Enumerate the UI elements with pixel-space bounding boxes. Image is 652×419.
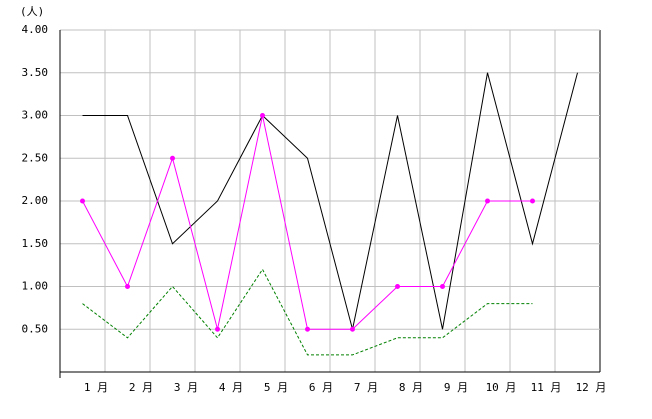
- y-tick-label: 1.00: [22, 280, 49, 293]
- point: [440, 284, 445, 289]
- point: [215, 326, 220, 332]
- x-tick-label: 6 月: [309, 381, 333, 394]
- unit-label: (人): [20, 5, 44, 18]
- y-tick-label: 2.50: [22, 151, 49, 164]
- x-tick-label: 4 月: [219, 381, 243, 394]
- y-tick-label: 0.50: [22, 322, 49, 335]
- point: [305, 326, 310, 332]
- series-line: [82, 72, 578, 330]
- y-tick-label: 2.00: [22, 194, 49, 207]
- point: [485, 198, 490, 204]
- point: [170, 155, 175, 161]
- point: [350, 326, 355, 332]
- series-line: [82, 268, 533, 356]
- point: [530, 198, 535, 204]
- y-tick-label: 1.50: [22, 237, 49, 250]
- y-tick-label: 4.00: [22, 23, 49, 36]
- point: [125, 284, 130, 289]
- y-tick-label: 3.50: [22, 66, 49, 79]
- x-tick-label: 9 月: [444, 381, 468, 394]
- x-tick-label: 2 月: [129, 381, 153, 394]
- x-tick-label: 5 月: [264, 381, 288, 394]
- point: [260, 113, 265, 118]
- point: [80, 198, 85, 204]
- x-tick-label: 10 月: [486, 381, 517, 394]
- x-tick-label: 8 月: [399, 381, 423, 394]
- x-tick-label: 7 月: [354, 381, 378, 394]
- x-tick-label: 11 月: [531, 381, 562, 394]
- y-tick-label: 3.00: [22, 109, 49, 122]
- x-tick-label: 1 月: [84, 381, 108, 394]
- x-tick-label: 12 月: [576, 381, 607, 394]
- x-tick-label: 3 月: [174, 381, 198, 394]
- point: [395, 284, 400, 289]
